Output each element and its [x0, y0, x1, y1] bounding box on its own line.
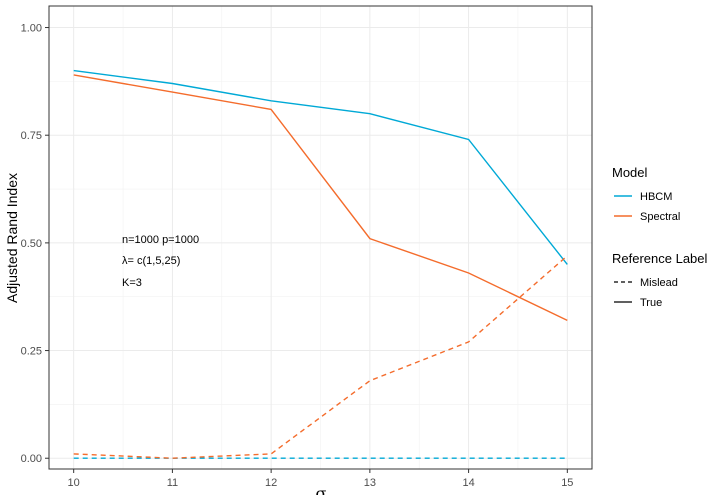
x-tick-label: 13 [364, 477, 376, 489]
y-axis-title: Adjusted Rand Index [4, 173, 20, 303]
plot-panel-border [48, 5, 593, 470]
legend-model-title: Model [612, 165, 648, 180]
y-tick-label: 1.00 [21, 23, 42, 35]
y-tick-label: 0.50 [21, 238, 42, 250]
x-tick-label: 14 [462, 477, 474, 489]
legend-label-hbcm: HBCM [640, 191, 672, 203]
legend: Model HBCM Spectral Reference Label Misl… [612, 165, 708, 309]
x-tick-label: 15 [561, 477, 573, 489]
x-tick-label: 11 [167, 477, 178, 489]
legend-label-spectral: Spectral [640, 211, 680, 223]
x-axis: 10 11 12 13 14 15 [68, 469, 573, 489]
annotation-lambda: λ= c(1,5,25) [122, 255, 180, 267]
x-tick-label: 10 [68, 477, 80, 489]
series-line-spectral-true [73, 74, 568, 322]
x-axis-title: σ [316, 484, 327, 495]
y-tick-label: 0.75 [21, 130, 42, 142]
y-tick-label: 0.25 [21, 346, 42, 358]
legend-label-true: True [640, 297, 662, 309]
x-tick-label: 12 [265, 477, 277, 489]
y-tick-label: 0.00 [21, 453, 42, 465]
annotation-k: K=3 [122, 277, 142, 289]
series-line-hbcm-true [73, 69, 568, 265]
series-line-spectral-mislead [73, 255, 568, 459]
legend-label-mislead: Mislead [640, 277, 678, 289]
series-lines [73, 69, 568, 459]
legend-reference-title: Reference Label [612, 251, 708, 266]
annotation-n-p: n=1000 p=1000 [122, 234, 199, 246]
y-axis: 0.00 0.25 0.50 0.75 1.00 [21, 23, 49, 465]
